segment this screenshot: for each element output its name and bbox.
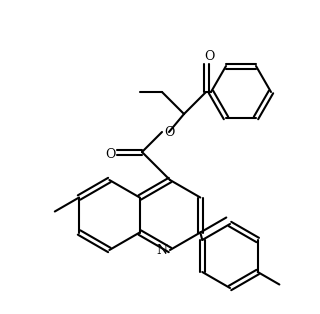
Text: O: O: [204, 50, 214, 62]
Text: O: O: [105, 149, 115, 161]
Text: N: N: [156, 243, 167, 257]
Text: O: O: [164, 126, 174, 138]
